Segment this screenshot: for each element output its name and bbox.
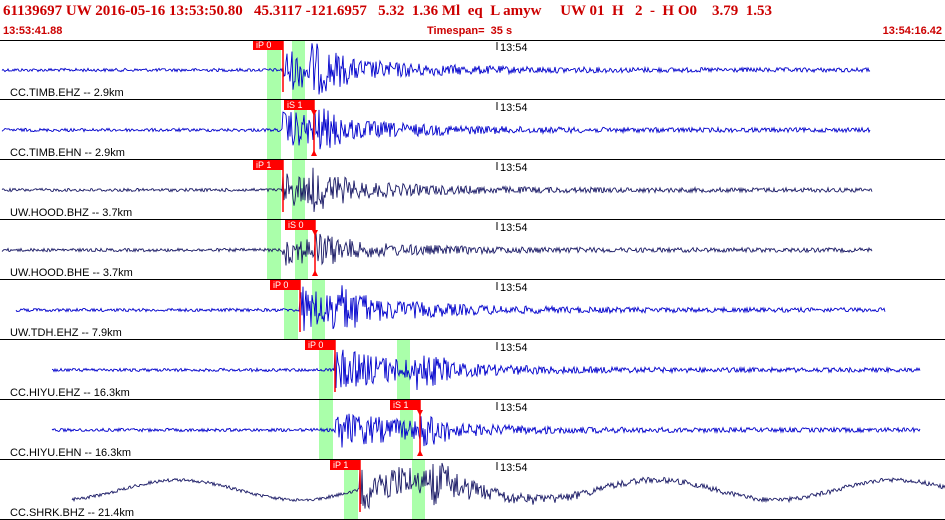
pick-arrow-top (312, 230, 318, 236)
channel-panel[interactable]: 13:54 iS 0 UW.HOOD.BHE -- 3.7km (0, 220, 945, 280)
pick-window (412, 460, 425, 520)
minute-tick-label: 13:54 (500, 282, 528, 294)
seismogram-trace (1, 43, 871, 95)
minute-tick-label: 13:54 (500, 222, 528, 234)
pick-flag[interactable] (253, 160, 283, 170)
timespan-label: Timespan= 35 s (427, 25, 513, 37)
pick-flag-label: iP 0 (273, 280, 288, 290)
minute-tick-label: 13:54 (500, 102, 528, 114)
pick-arrow-bottom (312, 270, 318, 276)
pick-flag[interactable] (305, 340, 335, 350)
pick-window (312, 280, 325, 340)
pick-arrow-bottom (417, 450, 423, 456)
start-time-label: 13:53:41.88 (3, 25, 63, 37)
pick-flag-label: iS 1 (287, 100, 303, 110)
event-summary-title: 61139697 UW 2016-05-16 13:53:50.80 45.31… (3, 3, 773, 19)
pick-flag-label: iP 1 (333, 460, 348, 470)
minute-tick-label: 13:54 (500, 402, 528, 414)
pick-flag-label: iS 1 (393, 400, 409, 410)
pick-flag[interactable] (390, 400, 420, 410)
minute-tick-label: 13:54 (500, 462, 528, 474)
channel-label: CC.TIMB.EHZ -- 2.9km (10, 87, 124, 99)
pick-flag-label: iP 0 (256, 40, 271, 50)
channel-label: UW.HOOD.BHE -- 3.7km (10, 267, 133, 279)
channel-label: CC.HIYU.EHZ -- 16.3km (10, 387, 130, 399)
pick-arrow-top (417, 410, 423, 416)
pick-flag[interactable] (284, 100, 314, 110)
channel-label: CC.HIYU.EHN -- 16.3km (10, 447, 131, 459)
seismogram-trace (1, 167, 873, 212)
pick-window (267, 160, 281, 220)
pick-window (319, 340, 333, 400)
pick-window (292, 40, 305, 100)
pick-flag-label: iP 0 (308, 340, 323, 350)
minute-tick-label: 13:54 (500, 162, 528, 174)
channel-label: CC.SHRK.BHZ -- 21.4km (10, 507, 134, 519)
seismogram-trace (51, 349, 921, 391)
channel-panel[interactable]: 13:54 iP 1 UW.HOOD.BHZ -- 3.7km (0, 160, 945, 220)
channel-label: CC.TIMB.EHN -- 2.9km (10, 147, 125, 159)
end-time-label: 13:54:16.42 (882, 25, 942, 37)
channel-panel[interactable]: 13:54 iS 1 CC.HIYU.EHN -- 16.3km (0, 400, 945, 460)
seismogram-trace (1, 232, 873, 266)
minute-tick-label: 13:54 (500, 342, 528, 354)
pick-flag-label: iP 1 (256, 160, 271, 170)
channel-panel[interactable]: 13:54 iP 0 CC.HIYU.EHZ -- 16.3km (0, 340, 945, 400)
event-header: 61139697 UW 2016-05-16 13:53:50.80 45.31… (0, 0, 945, 40)
pick-flag[interactable] (285, 220, 315, 230)
pick-window (344, 460, 358, 520)
channel-panel[interactable]: 13:54 iP 0 CC.TIMB.EHZ -- 2.9km (0, 40, 945, 100)
pick-flag[interactable] (330, 460, 360, 470)
channel-panel[interactable]: 13:54 iS 1 CC.TIMB.EHN -- 2.9km (0, 100, 945, 160)
seismogram-trace (71, 462, 945, 510)
channel-panel[interactable]: 13:54 iP 0 UW.TDH.EHZ -- 7.9km (0, 280, 945, 340)
minute-tick-label: 13:54 (500, 42, 528, 54)
seismogram-trace (51, 413, 921, 448)
pick-window (397, 340, 410, 400)
pick-flag[interactable] (270, 280, 300, 290)
channel-label: UW.TDH.EHZ -- 7.9km (10, 327, 122, 339)
channel-panel[interactable]: 13:54 iP 1 CC.SHRK.BHZ -- 21.4km (0, 460, 945, 520)
pick-arrow-top (311, 110, 317, 116)
waveform-panel[interactable]: 13:54 iP 0 CC.TIMB.EHZ -- 2.9km 13:54 iS 1 CC… (0, 40, 945, 520)
pick-arrow-bottom (311, 150, 317, 156)
seismogram-trace (1, 108, 871, 150)
pick-flag[interactable] (253, 40, 283, 50)
pick-window (284, 280, 298, 340)
channel-label: UW.HOOD.BHZ -- 3.7km (10, 207, 132, 219)
pick-flag-label: iS 0 (288, 220, 304, 230)
seismogram-trace (15, 285, 886, 331)
